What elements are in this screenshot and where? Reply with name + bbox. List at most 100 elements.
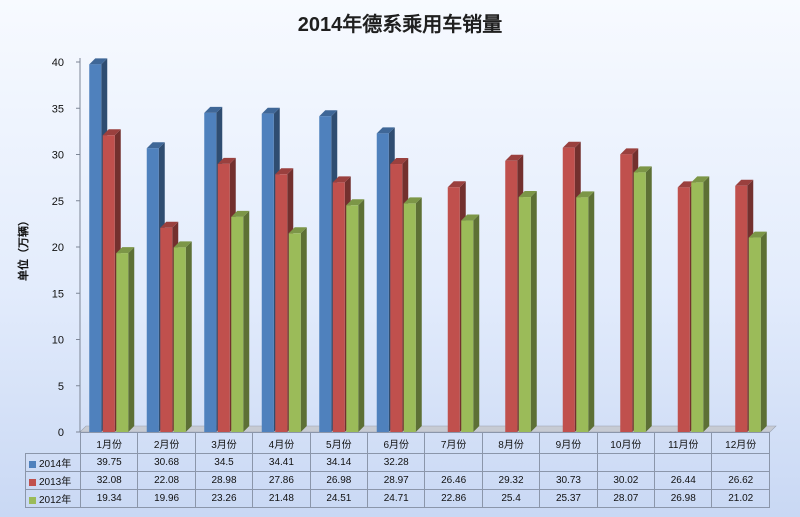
data-label: 24.71	[367, 489, 426, 508]
bar-top	[620, 148, 639, 155]
bar-top	[346, 199, 365, 206]
x-tick-label: 11月份	[654, 432, 713, 454]
bar-top	[102, 129, 121, 136]
bar	[748, 237, 761, 432]
bar-top	[562, 141, 581, 148]
data-label	[596, 453, 656, 472]
legend-entry: 2014年	[25, 453, 81, 472]
bar-top	[518, 191, 537, 198]
legend-swatch	[29, 496, 36, 504]
bar	[89, 64, 102, 432]
data-label	[481, 453, 541, 472]
bar	[518, 197, 531, 432]
data-label: 39.75	[79, 453, 139, 472]
bar	[116, 253, 129, 432]
x-tick-label: 7月份	[424, 432, 483, 454]
legend-entry: 2013年	[25, 471, 81, 490]
bar-top	[376, 127, 395, 134]
x-tick-label: 12月份	[711, 432, 770, 454]
bar-side	[128, 247, 135, 432]
bar-top	[146, 142, 165, 149]
legend-swatch	[29, 478, 36, 486]
x-tick-label: 4月份	[252, 432, 311, 454]
table-row: 2012年 19.34 19.96 23.26 21.48 24.51 24.71 22.86…	[25, 489, 770, 508]
legend-swatch	[29, 460, 36, 468]
bar	[160, 227, 173, 432]
data-label: 34.41	[252, 453, 311, 472]
bar-top	[691, 176, 710, 183]
data-label: 28.98	[194, 471, 254, 490]
data-label: 21.48	[252, 489, 311, 508]
bar	[390, 164, 403, 432]
y-tick-label: 30	[52, 150, 64, 162]
data-label	[539, 453, 598, 472]
data-label: 26.98	[309, 471, 369, 490]
bar-top	[173, 241, 192, 248]
data-label: 32.08	[79, 471, 139, 490]
bar-side	[530, 191, 537, 432]
bar-top	[204, 106, 223, 113]
data-label: 24.51	[309, 489, 369, 508]
y-tick-label: 40	[52, 57, 64, 69]
y-tick-label: 25	[52, 196, 64, 208]
table-row: 2014年 39.75 30.68 34.5 34.41 34.14 32.28	[25, 453, 770, 472]
data-label: 29.32	[481, 471, 541, 490]
bar	[346, 205, 359, 432]
legend-entry: 2012年	[25, 489, 81, 508]
bar-side	[703, 176, 710, 432]
data-label: 26.98	[654, 489, 713, 508]
data-label: 26.62	[711, 471, 770, 490]
bar-top	[89, 58, 108, 65]
bar-top	[275, 168, 294, 175]
bar	[332, 182, 345, 432]
data-label	[711, 453, 770, 472]
bar-side	[588, 191, 595, 432]
bar	[620, 154, 633, 432]
bar	[102, 135, 115, 432]
x-tick-label: 9月份	[539, 432, 598, 454]
bar	[505, 160, 518, 433]
data-label: 23.26	[194, 489, 254, 508]
x-tick-label: 6月份	[367, 432, 426, 454]
bar-top	[447, 181, 466, 188]
bar	[319, 116, 332, 432]
data-label: 26.46	[424, 471, 483, 490]
y-tick-label: 5	[58, 381, 64, 393]
bar	[204, 112, 217, 432]
bar-top	[748, 231, 767, 238]
bar-top	[461, 214, 480, 221]
bar-side	[645, 166, 652, 433]
bar-side	[243, 210, 250, 432]
data-label: 30.73	[539, 471, 598, 490]
y-tick-label: 10	[52, 335, 64, 347]
bar	[735, 185, 748, 432]
bar-side	[358, 199, 365, 432]
legend-label: 2012年	[39, 495, 72, 506]
bar	[231, 216, 244, 432]
data-label: 30.02	[596, 471, 656, 490]
bar-top	[633, 166, 652, 173]
bar-top	[332, 176, 351, 183]
bar	[288, 233, 301, 432]
data-label: 25.4	[481, 489, 541, 508]
data-label: 19.34	[79, 489, 139, 508]
data-label: 21.02	[711, 489, 770, 508]
data-label: 25.37	[539, 489, 598, 508]
legend-label: 2013年	[39, 477, 72, 488]
data-label: 22.08	[137, 471, 196, 490]
bar-top	[261, 107, 280, 114]
legend-label: 2014年	[39, 459, 72, 470]
x-tick-label: 1月份	[79, 432, 139, 454]
bar-side	[300, 227, 307, 432]
bar	[261, 113, 274, 433]
x-tick-label: 10月份	[596, 432, 656, 454]
bar-top	[390, 158, 409, 165]
bar	[275, 174, 288, 433]
bar-top	[576, 191, 595, 198]
table-corner	[25, 432, 81, 454]
x-tick-label: 2月份	[137, 432, 196, 454]
bar	[376, 133, 389, 432]
bar	[677, 187, 690, 432]
bar-top	[319, 110, 338, 117]
